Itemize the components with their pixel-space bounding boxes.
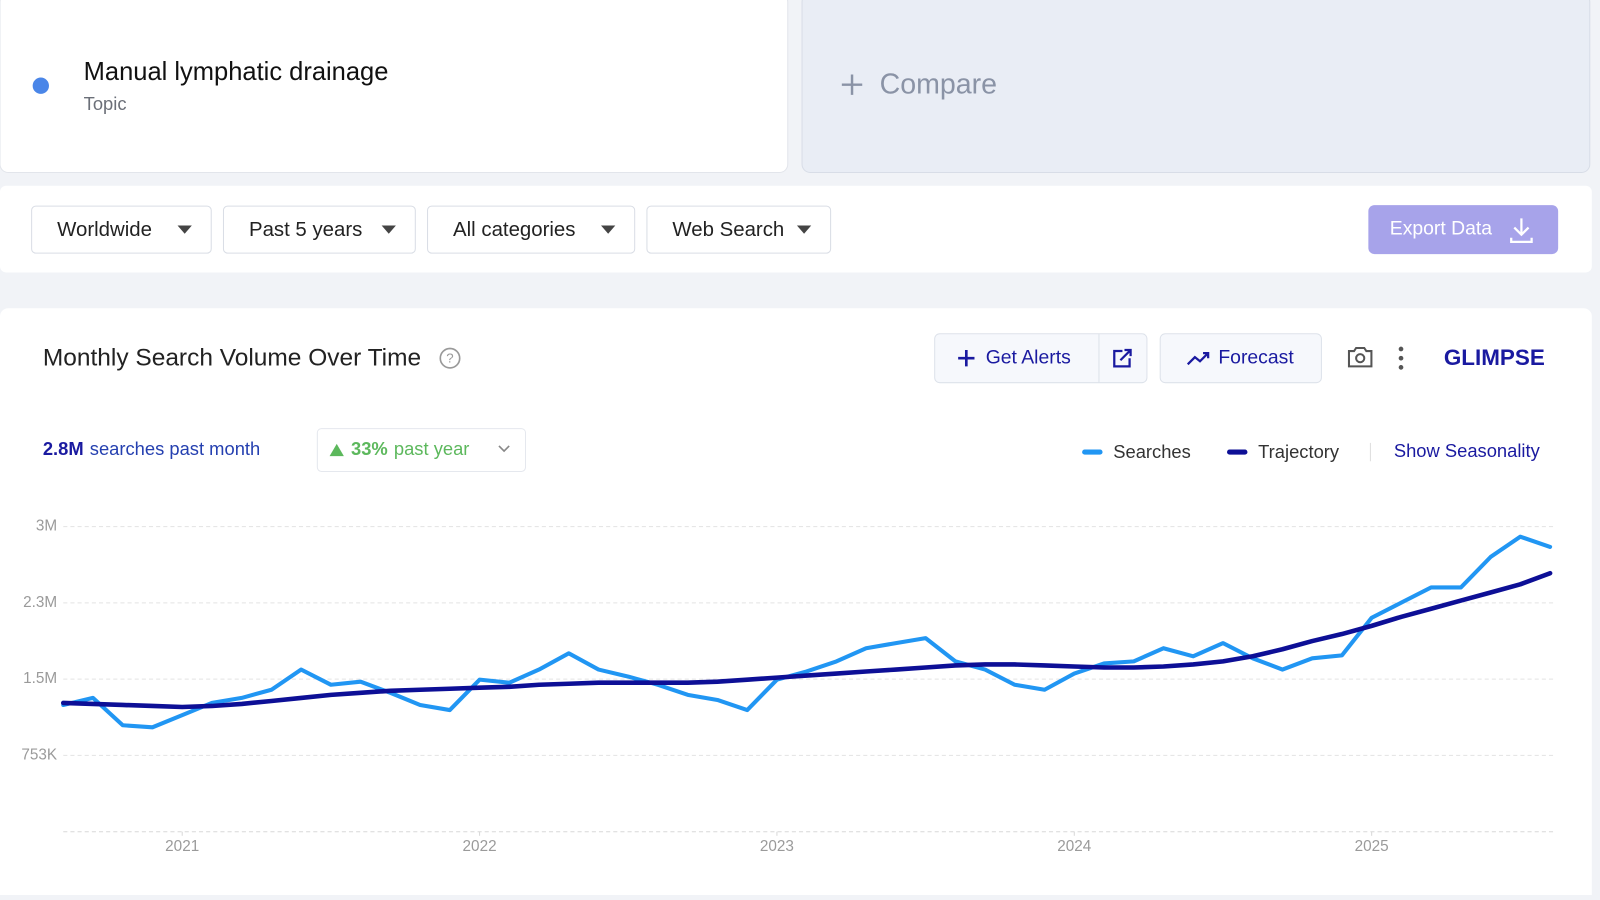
topic-card[interactable]: [0, 0, 789, 173]
filter-dropdown[interactable]: [222, 205, 416, 254]
filter-dropdown[interactable]: [31, 205, 212, 254]
change-value: 33%: [351, 438, 388, 459]
chevron: [498, 445, 510, 453]
dropdown-arrow: [177, 225, 192, 234]
brand-logo: GLIMPSE: [1444, 345, 1545, 370]
filter-dropdown[interactable]: [427, 205, 636, 254]
filter-label: All categories: [453, 219, 575, 241]
dropdown-arrow: [601, 225, 616, 234]
plus-icon: [958, 350, 975, 367]
y-tick-label: 2.3M: [23, 594, 57, 611]
export-label: Export Data: [1390, 218, 1493, 240]
alerts-label: Get Alerts: [986, 346, 1071, 368]
compare-label: Compare: [880, 68, 997, 100]
filter-label: Web Search: [672, 219, 784, 241]
chart-panel: [0, 308, 1592, 900]
external-icon[interactable]: [1113, 348, 1132, 368]
filter-dropdown[interactable]: [646, 205, 832, 254]
topic-subtitle: Topic: [84, 93, 127, 114]
series-line: [61, 534, 1553, 730]
change-text: past year: [394, 438, 470, 459]
x-tick-label: 2022: [463, 838, 497, 855]
plus-icon: [841, 74, 863, 95]
camera-icon[interactable]: [1347, 346, 1373, 368]
topic-title: Manual lymphatic drainage: [84, 58, 389, 86]
filter-label: Past 5 years: [249, 219, 362, 241]
topic-dot: [32, 77, 49, 94]
menu-icon[interactable]: [1398, 346, 1404, 370]
x-tick-label: 2021: [165, 838, 199, 855]
seasonality-link[interactable]: Show Seasonality: [1394, 440, 1541, 461]
download-icon: [1510, 218, 1533, 243]
legend-label[interactable]: Searches: [1113, 441, 1191, 462]
summary-volume: 2.8M: [43, 438, 84, 459]
dropdown-arrow: [381, 225, 396, 234]
y-tick-label: 753K: [21, 746, 58, 763]
change: 33% past year: [351, 438, 469, 459]
help-icon[interactable]: [439, 347, 461, 369]
trend-icon: [1186, 351, 1210, 366]
summary: 2.8M searches past month: [43, 438, 260, 459]
camera-lens: [1355, 353, 1366, 364]
y-tick-label: 3M: [36, 518, 57, 535]
y-tick-label: 1.5M: [23, 670, 57, 687]
compare-card[interactable]: [801, 0, 1591, 173]
change-pill[interactable]: [316, 428, 527, 472]
x-tick-label: 2025: [1355, 838, 1389, 855]
panel-title: Monthly Search Volume Over Time: [43, 345, 421, 372]
legend-label[interactable]: Trajectory: [1258, 441, 1340, 462]
forecast-label: Forecast: [1218, 346, 1294, 368]
x-tick-label: 2023: [760, 838, 794, 855]
dropdown-arrow: [796, 225, 812, 234]
up-arrow: [329, 443, 344, 457]
filter-label: Worldwide: [57, 219, 152, 241]
summary-text: searches past month: [90, 438, 260, 459]
alerts-button[interactable]: [934, 333, 1148, 384]
series-line: [60, 570, 1553, 710]
x-tick-label: 2024: [1057, 838, 1092, 855]
help-mark: ?: [446, 351, 453, 366]
forecast-button[interactable]: [1159, 333, 1322, 384]
